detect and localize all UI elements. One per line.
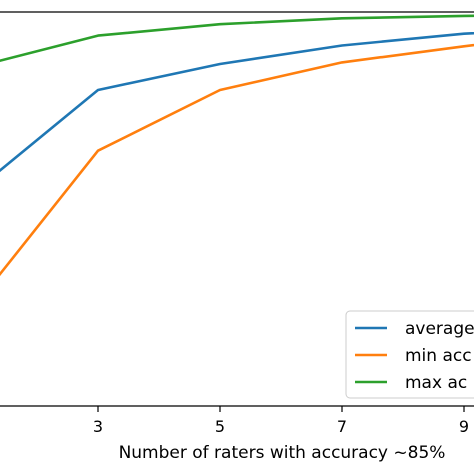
- series-line-min-acc: [0, 43, 474, 277]
- series-line-max-ac: [0, 14, 474, 63]
- legend-label-min-acc: min acc: [405, 346, 472, 366]
- legend: average min acc max ac: [345, 310, 474, 399]
- x-tick-label-7: 7: [337, 417, 347, 436]
- x-axis-label: Number of raters with accuracy ~85%: [119, 443, 446, 463]
- series-layer: [0, 14, 474, 277]
- x-tick-label-5: 5: [215, 417, 225, 436]
- legend-box: [345, 310, 474, 399]
- legend-label-average: average: [405, 319, 474, 339]
- legend-label-max-ac: max ac: [405, 373, 467, 393]
- x-tick-label-9: 9: [459, 417, 469, 436]
- x-tick-label-3: 3: [93, 417, 103, 436]
- x-axis-ticks: 3 5 7 9: [93, 406, 469, 436]
- axes-frame: [0, 11, 474, 407]
- series-line-average: [0, 31, 474, 173]
